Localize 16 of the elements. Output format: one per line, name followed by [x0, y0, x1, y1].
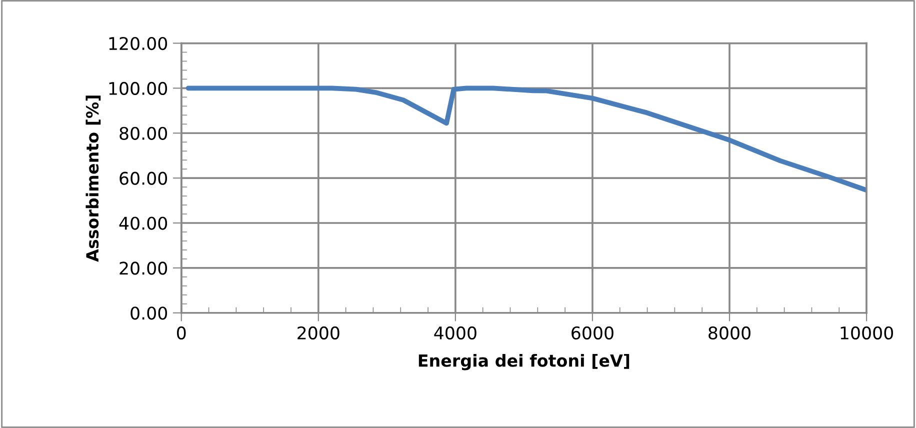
x-tick-label: 4000 — [434, 326, 476, 340]
x-tick-label: 6000 — [572, 326, 614, 340]
y-axis-title: Assorbimento [%] — [86, 96, 101, 262]
x-axis-title: Energia dei fotoni [eV] — [418, 354, 630, 370]
y-tick-label: 60.00 — [120, 172, 168, 185]
y-tick-label: 40.00 — [119, 216, 168, 230]
line-series — [186, 86, 867, 193]
y-tick-label: 100.00 — [109, 82, 168, 96]
x-tick-label: 2000 — [298, 326, 340, 340]
x-tick-label: 10000 — [840, 326, 893, 340]
y-tick-label: 0.00 — [130, 306, 168, 320]
y-tick-label: 80.00 — [120, 126, 168, 140]
y-tick-label: 120.00 — [109, 36, 168, 50]
x-tick-label: 0 — [176, 326, 186, 340]
y-tick-label: 20.00 — [120, 262, 168, 275]
x-tick-label: 8000 — [708, 326, 750, 340]
